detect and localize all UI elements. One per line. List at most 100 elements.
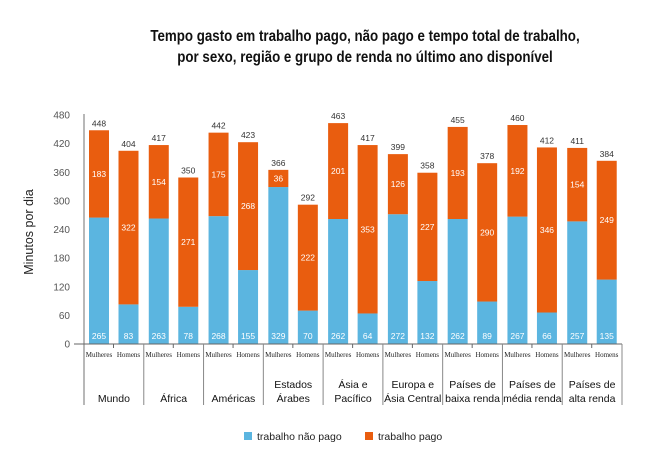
data-label-total: 358 — [420, 161, 434, 171]
x-group-label: alta renda — [569, 393, 616, 405]
x-sub-label: Homens — [475, 351, 499, 359]
data-label-paid: 201 — [331, 166, 345, 176]
bar-paid — [507, 125, 528, 217]
bar-paid — [417, 172, 438, 282]
bar-paid — [268, 169, 289, 188]
data-label-paid: 290 — [480, 227, 494, 237]
data-label-unpaid: 132 — [420, 331, 434, 341]
chart-title: Tempo gasto em trabalho pago, não pago e… — [137, 26, 593, 68]
chart-title-line-1: Tempo gasto em trabalho pago, não pago e… — [150, 28, 580, 45]
bar-unpaid — [596, 279, 617, 344]
bar-paid — [148, 145, 169, 219]
x-group-label: Ásia Central — [384, 392, 441, 405]
data-label-total: 384 — [600, 149, 614, 159]
data-label-total: 463 — [331, 111, 345, 121]
x-axis-labels: Mulheres Homens Mundo Mulheres Homens África M… — [86, 344, 619, 405]
bar-unpaid — [417, 281, 438, 344]
data-label-unpaid: 70 — [303, 331, 313, 341]
y-tick-label: 420 — [53, 139, 70, 150]
x-group-label: Europa e — [391, 379, 434, 391]
bar-paid — [477, 163, 498, 302]
x-sub-label: Mulheres — [385, 351, 412, 359]
bar-unpaid — [268, 187, 289, 344]
y-tick-label: 180 — [53, 254, 70, 265]
legend: trabalho não pago trabalho pago — [244, 431, 442, 443]
x-group-label: Estados — [274, 379, 312, 391]
bar-paid — [447, 126, 468, 220]
bar-paid — [238, 142, 259, 271]
data-label-unpaid: 262 — [451, 331, 465, 341]
x-group-label: Países de — [449, 379, 496, 391]
data-label-total: 417 — [152, 133, 166, 143]
bar-unpaid — [507, 216, 528, 344]
y-tick-label: 60 — [59, 311, 71, 322]
data-label-total: 423 — [241, 130, 255, 140]
bar-unpaid — [477, 301, 498, 344]
data-label-total: 442 — [211, 121, 225, 131]
data-label-unpaid: 257 — [570, 331, 584, 341]
data-label-paid: 154 — [152, 177, 166, 187]
x-group-label: África — [160, 392, 187, 405]
x-sub-label: Mulheres — [564, 351, 591, 359]
x-sub-label: Homens — [416, 351, 440, 359]
data-label-unpaid: 262 — [331, 331, 345, 341]
data-label-unpaid: 268 — [211, 331, 225, 341]
data-label-total: 292 — [301, 193, 315, 203]
data-label-paid: 192 — [510, 166, 524, 176]
x-sub-label: Mulheres — [504, 351, 531, 359]
x-group-label: Países de — [509, 379, 556, 391]
axes — [74, 114, 623, 405]
x-group-label: Ásia e — [338, 378, 367, 391]
data-label-total: 412 — [540, 135, 554, 145]
data-label-paid: 222 — [301, 253, 315, 263]
x-group-label: Mundo — [98, 393, 130, 405]
x-group-label: Países de — [569, 379, 616, 391]
data-label-paid: 271 — [181, 237, 195, 247]
bar-unpaid — [567, 221, 588, 344]
bar-paid — [89, 130, 109, 218]
y-tick-label: 240 — [53, 225, 70, 236]
x-sub-label: Mulheres — [86, 351, 113, 359]
bars: 448 265 183 404 83 322 417 263 154 350 78 271 442 268… — [89, 111, 617, 344]
data-label-paid: 175 — [211, 169, 225, 179]
bar-unpaid — [148, 218, 169, 344]
data-label-paid: 249 — [600, 215, 614, 225]
data-label-unpaid: 83 — [124, 331, 134, 341]
data-label-unpaid: 272 — [391, 331, 405, 341]
bar-unpaid — [238, 270, 259, 344]
legend-label-unpaid: trabalho não pago — [257, 431, 342, 443]
data-label-unpaid: 329 — [271, 331, 285, 341]
bar-unpaid — [118, 304, 139, 344]
x-group-label: baixa renda — [445, 393, 500, 405]
x-sub-label: Homens — [296, 351, 320, 359]
data-label-paid: 353 — [361, 224, 375, 234]
data-label-total: 411 — [570, 136, 584, 146]
data-label-unpaid: 135 — [600, 331, 614, 341]
bar-unpaid — [178, 306, 199, 344]
bar-unpaid — [387, 214, 408, 344]
data-label-total: 366 — [271, 158, 285, 168]
x-sub-label: Homens — [356, 351, 380, 359]
bar-unpaid — [357, 313, 378, 344]
bar-paid — [596, 160, 617, 280]
data-label-unpaid: 155 — [241, 331, 255, 341]
y-tick-label: 360 — [53, 168, 70, 179]
bar-paid — [536, 147, 557, 313]
data-label-total: 417 — [361, 133, 375, 143]
data-label-total: 378 — [480, 151, 494, 161]
data-label-total: 350 — [181, 165, 195, 175]
bar-paid — [567, 147, 588, 222]
y-tick-label: 120 — [53, 282, 70, 293]
data-label-unpaid: 64 — [363, 331, 373, 341]
x-group-label: Pacífico — [334, 393, 372, 405]
x-sub-label: Mulheres — [265, 351, 292, 359]
bar-paid — [208, 132, 229, 217]
bar-unpaid — [328, 219, 349, 344]
x-sub-label: Homens — [595, 351, 619, 359]
data-label-paid: 126 — [391, 179, 405, 189]
bar-paid — [357, 145, 378, 314]
data-label-unpaid: 78 — [184, 331, 194, 341]
x-group-label: Árabes — [277, 392, 310, 405]
bar-unpaid — [536, 312, 557, 344]
